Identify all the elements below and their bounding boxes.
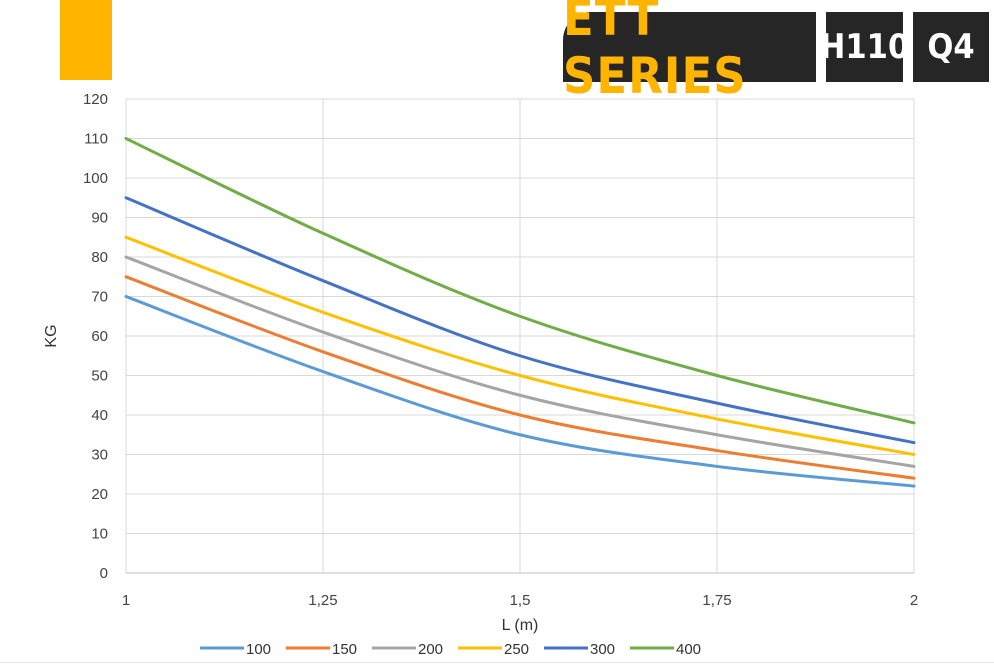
y-tick-label: 70 — [91, 289, 108, 306]
x-tick-label: 1,75 — [702, 592, 731, 609]
legend-label-300: 300 — [590, 641, 615, 658]
y-tick-label: 90 — [91, 210, 108, 227]
legend-label-250: 250 — [504, 641, 529, 658]
bottom-divider — [0, 662, 994, 663]
y-tick-label: 20 — [91, 486, 108, 503]
series-line-250 — [124, 235, 916, 456]
series-line-200 — [124, 255, 916, 468]
x-tick-label: 1,5 — [510, 592, 531, 609]
grid — [125, 98, 915, 573]
tick-labels: 0 10 20 30 40 50 60 70 80 90 100 110 120 1 1,25 1,5 1,75… — [83, 91, 918, 609]
accent-block — [60, 0, 112, 80]
y-axis-title: KG — [43, 324, 60, 347]
y-tick-label: 40 — [91, 407, 108, 424]
legend-label-100: 100 — [246, 641, 271, 658]
series-line-150 — [124, 275, 916, 480]
quality-badge: Q4 — [913, 12, 989, 82]
model-badge: H110 — [820, 12, 909, 82]
series-line-400 — [124, 137, 916, 425]
y-tick-label: 80 — [91, 249, 108, 266]
x-tick-label: 2 — [910, 592, 918, 609]
y-tick-label: 30 — [91, 447, 108, 464]
y-tick-label: 100 — [83, 170, 108, 187]
x-tick-label: 1,25 — [308, 592, 337, 609]
legend-label-150: 150 — [332, 641, 357, 658]
y-tick-label: 120 — [83, 91, 108, 108]
x-tick-label: 1 — [122, 592, 130, 609]
y-tick-label: 10 — [91, 526, 108, 543]
series-line-300 — [124, 196, 916, 445]
x-axis-title: L (m) — [502, 617, 539, 634]
series-lines — [124, 137, 916, 488]
y-tick-label: 50 — [91, 368, 108, 385]
y-tick-label: 110 — [84, 131, 108, 148]
legend: 100 150 200 250 300 400 — [200, 641, 701, 658]
series-line-100 — [124, 295, 916, 488]
y-tick-label: 0 — [100, 565, 108, 582]
legend-label-200: 200 — [418, 641, 443, 658]
legend-label-400: 400 — [676, 641, 701, 658]
y-tick-label: 60 — [91, 328, 108, 345]
